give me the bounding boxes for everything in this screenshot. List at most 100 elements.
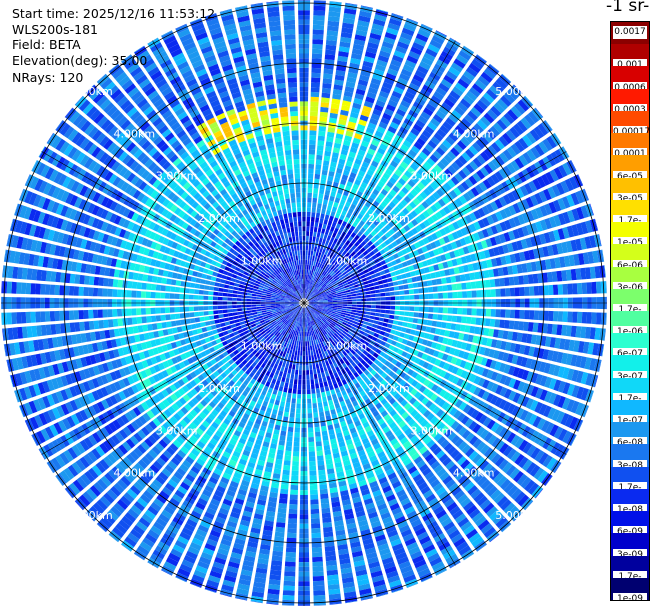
range-gate-cell (361, 110, 371, 118)
range-gate-cell (292, 388, 297, 394)
range-gate-cell (287, 532, 297, 539)
range-gate-cell (375, 151, 384, 160)
range-gate-cell (523, 274, 529, 285)
range-gate-cell (307, 202, 312, 208)
range-gate-cell (317, 279, 322, 284)
range-gate-cell (342, 297, 347, 300)
range-gate-cell (389, 314, 395, 320)
range-gate-cell (369, 143, 378, 151)
range-gate-cell (335, 70, 346, 77)
range-gate-cell (366, 226, 373, 233)
range-gate-cell (397, 280, 403, 285)
range-gate-cell (296, 408, 301, 414)
range-gate-cell (286, 441, 293, 447)
range-gate-cell (323, 381, 328, 387)
range-gate-cell (477, 75, 490, 87)
range-gate-cell (323, 405, 330, 412)
range-gate-cell (388, 282, 394, 287)
range-gate-cell (466, 90, 478, 102)
range-gate-cell (282, 372, 287, 378)
range-gate-cell (312, 270, 315, 276)
range-gate-cell (342, 17, 355, 25)
range-gate-cell (339, 214, 345, 221)
range-gate-cell (309, 369, 313, 375)
range-gate-cell (362, 223, 369, 230)
range-gate-cell (328, 117, 337, 124)
range-gate-cell (332, 232, 337, 238)
range-gate-cell (319, 488, 328, 495)
range-gate-cell (330, 211, 336, 217)
range-gate-cell (305, 294, 308, 299)
range-gate-cell (546, 323, 553, 335)
range-gate-cell (596, 312, 602, 325)
range-gate-cell (321, 228, 326, 234)
range-gate-cell (334, 79, 344, 86)
range-gate-cell (360, 70, 371, 78)
range-gate-cell (344, 135, 353, 142)
range-gate-cell (311, 275, 314, 281)
range-gate-cell (312, 43, 323, 50)
range-gate-cell (398, 285, 404, 290)
range-gate-cell (369, 192, 377, 200)
range-gate-cell (313, 183, 319, 189)
range-gate-cell (307, 417, 313, 423)
range-gate-cell (337, 163, 345, 170)
range-gate-cell (586, 282, 592, 294)
range-gate-cell (313, 266, 317, 272)
range-gate-cell (370, 308, 376, 312)
range-gate-cell (288, 508, 298, 515)
range-gate-cell (311, 286, 315, 292)
range-gate-cell (326, 262, 331, 268)
range-gate-cell (379, 50, 391, 59)
range-gate-cell (278, 371, 284, 377)
range-gate-cell (326, 35, 338, 42)
range-gate-cell (362, 105, 372, 113)
range-gate-cell (318, 474, 327, 480)
range-gate-cell (377, 54, 389, 63)
range-gate-cell (388, 201, 396, 209)
range-gate-cell (408, 311, 414, 317)
range-gate-cell (395, 296, 400, 301)
range-gate-cell (385, 130, 395, 138)
range-gate-cell (374, 289, 381, 294)
range-gate-cell (351, 142, 360, 149)
range-gate-cell (406, 55, 419, 64)
range-gate-cell (305, 336, 307, 342)
range-gate-cell (445, 322, 452, 330)
range-gate-cell (524, 286, 530, 296)
range-gate-cell (347, 156, 355, 163)
range-gate-cell (369, 286, 375, 291)
range-gate-cell (450, 323, 457, 331)
range-gate-cell (315, 363, 320, 369)
range-gate-cell (307, 183, 313, 189)
range-gate-cell (356, 123, 366, 131)
range-gate-cell (318, 469, 326, 476)
range-gate-cell (306, 365, 309, 371)
range-gate-cell (315, 251, 319, 257)
range-gate-cell (426, 320, 433, 326)
range-gate-cell (456, 316, 462, 323)
range-gate-cell (308, 432, 314, 438)
range-gate-cell (316, 278, 321, 284)
range-gate-cell (337, 298, 343, 301)
range-gate-cell (319, 382, 324, 388)
range-gate-cell (321, 430, 328, 437)
range-gate-cell (567, 311, 573, 323)
range-gate-cell (383, 134, 393, 143)
range-gate-cell (280, 430, 287, 437)
range-gate-cell (353, 228, 360, 235)
range-gate-cell (406, 87, 418, 96)
range-gate-cell (342, 22, 354, 29)
range-gate-cell (276, 449, 284, 456)
range-gate-cell (446, 315, 453, 322)
range-gate-cell (275, 522, 286, 528)
range-gate-cell (390, 160, 399, 168)
range-gate-cell (411, 276, 418, 283)
range-gate-cell (312, 287, 317, 292)
range-gate-cell (332, 147, 340, 154)
range-gate-cell (286, 397, 291, 403)
range-gate-cell (442, 285, 448, 292)
range-gate-cell (325, 267, 331, 273)
range-gate-cell (406, 18, 419, 23)
range-gate-cell (326, 375, 331, 382)
